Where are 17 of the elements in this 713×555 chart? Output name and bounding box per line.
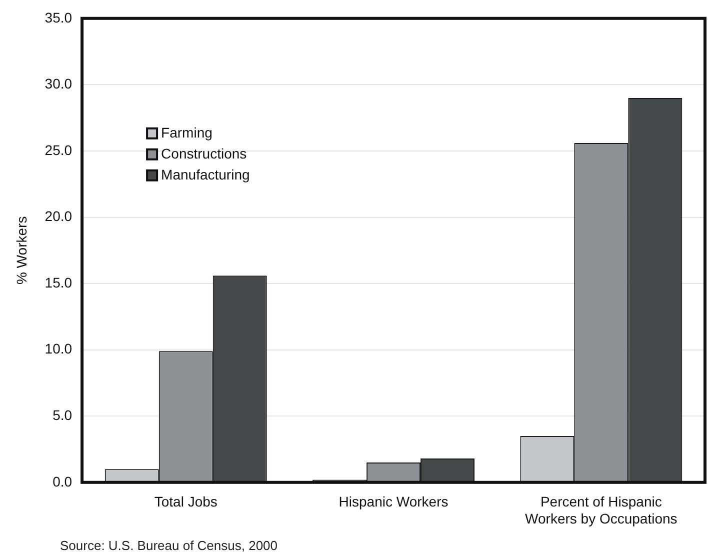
y-tick-label: 25.0 bbox=[44, 142, 72, 158]
category-label: Percent of Hispanic bbox=[540, 494, 662, 510]
x-tick-label: Hispanic Workers bbox=[338, 494, 448, 510]
y-tick-label: 20.0 bbox=[44, 208, 72, 224]
y-tick-label: 30.0 bbox=[44, 76, 72, 92]
legend-label: Manufacturing bbox=[161, 166, 250, 182]
y-axis-title: % Workers bbox=[13, 216, 30, 284]
y-tick-label: 15.0 bbox=[44, 274, 72, 290]
y-tick-label: 35.0 bbox=[44, 9, 72, 26]
y-tick-label: 10.0 bbox=[44, 340, 72, 357]
y-tick-label: 0.0 bbox=[52, 473, 72, 490]
legend-label: Farming bbox=[161, 124, 212, 140]
category-label: Workers by Occupations bbox=[525, 510, 678, 526]
y-tick-label: 5.0 bbox=[52, 406, 72, 423]
source-note: Source: U.S. Bureau of Census, 2000 bbox=[60, 538, 278, 553]
x-tick-label: Total Jobs bbox=[154, 494, 218, 510]
legend-label: Constructions bbox=[161, 145, 247, 162]
